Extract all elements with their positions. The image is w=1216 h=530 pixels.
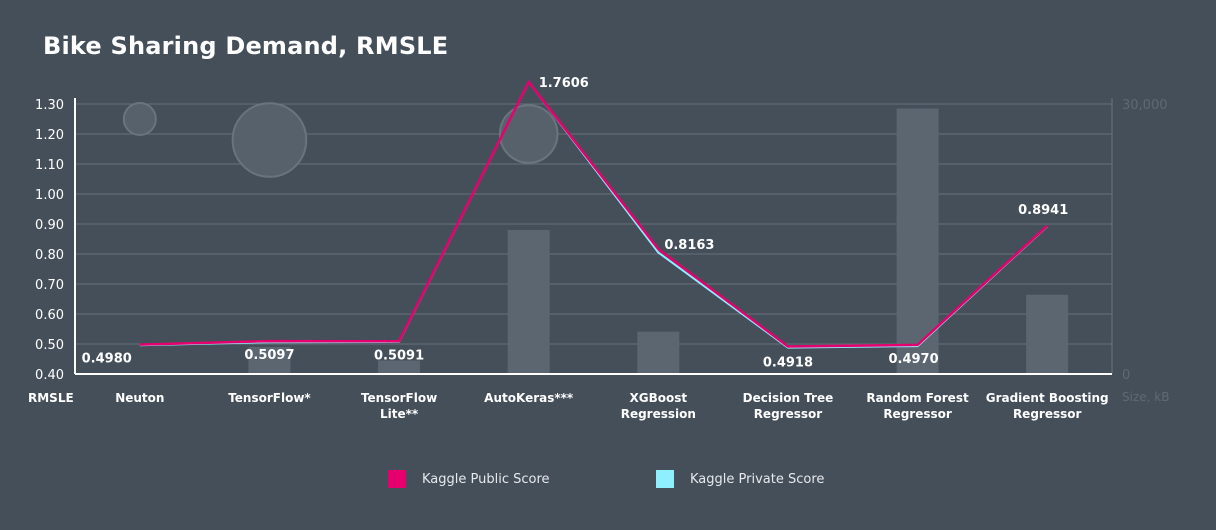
size-bar [378, 360, 421, 374]
legend-label-private: Kaggle Private Score [690, 471, 825, 487]
series-line [139, 79, 1049, 348]
data-label: 0.4970 [888, 352, 938, 367]
x-tick-label: Random Forest [866, 391, 969, 405]
x-tick-label: Regressor [754, 407, 823, 421]
y2-tick-label: 30,000 [1122, 98, 1168, 113]
y-tick-label: 1.00 [35, 188, 64, 203]
x-tick-label: Regression [621, 407, 696, 421]
y-tick-label: 0.50 [35, 338, 64, 353]
y2-tick-label: 0 [1122, 368, 1130, 383]
data-label: 0.4918 [763, 355, 813, 370]
y-tick-label: 1.20 [35, 128, 64, 143]
x-tick-label: XGBoost [630, 391, 688, 405]
y2-axis-title: Size, kB [1122, 390, 1169, 404]
y-tick-label: 1.30 [35, 98, 64, 113]
data-label: 0.4980 [82, 352, 132, 367]
size-bar [248, 347, 291, 374]
x-tick-label: TensorFlow [361, 391, 437, 405]
data-label: 0.5097 [244, 348, 294, 363]
y-tick-label: 0.80 [35, 248, 64, 263]
size-bar [896, 108, 939, 374]
size-bar [637, 331, 680, 374]
x-tick-label: Regressor [883, 407, 952, 421]
x-tick-label: Lite** [380, 407, 419, 421]
x-tick-label: Neuton [115, 391, 164, 405]
legend-label-public: Kaggle Public Score [422, 471, 550, 487]
x-tick-label: TensorFlow* [228, 391, 311, 405]
y-tick-label: 1.10 [35, 158, 64, 173]
data-label: 1.7606 [539, 76, 589, 91]
size-bar [1026, 294, 1069, 374]
y-tick-label: 0.40 [35, 368, 64, 383]
legend-item-public[interactable]: Kaggle Public Score [388, 470, 550, 488]
chart-title: Bike Sharing Demand, RMSLE [43, 32, 449, 60]
y-axis-title: RMSLE [28, 391, 74, 405]
data-label: 0.8163 [664, 238, 714, 253]
x-tick-label: Decision Tree [743, 391, 834, 405]
data-label: 0.5091 [374, 348, 424, 363]
size-bubble [231, 102, 308, 178]
legend-swatch-public [388, 470, 406, 488]
size-bubble [122, 102, 157, 136]
y-tick-label: 0.90 [35, 218, 64, 233]
y-tick-label: 0.60 [35, 308, 64, 323]
legend-item-private[interactable]: Kaggle Private Score [656, 470, 824, 488]
x-tick-label: Gradient Boosting [986, 391, 1109, 405]
x-tick-label: AutoKeras*** [484, 391, 574, 405]
x-tick-label: Regressor [1013, 407, 1082, 421]
size-bar [507, 230, 550, 374]
size-bubble [498, 104, 559, 164]
data-label: 0.8941 [1018, 203, 1068, 218]
y-tick-label: 0.70 [35, 278, 64, 293]
legend-swatch-private [656, 470, 674, 488]
